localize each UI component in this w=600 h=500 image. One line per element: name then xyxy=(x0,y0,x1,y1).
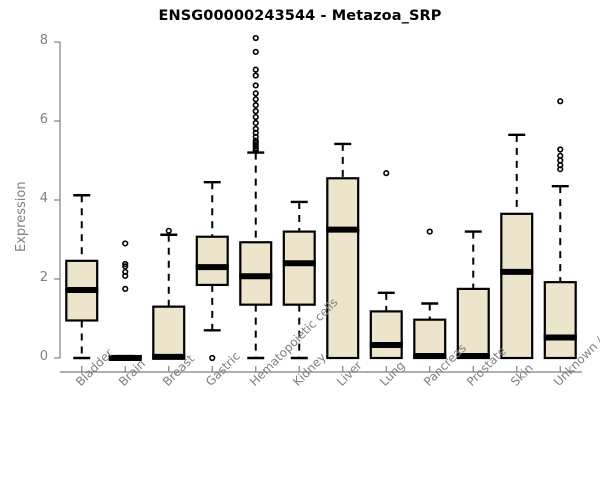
outlier-point xyxy=(252,119,259,127)
box-rect xyxy=(500,212,534,360)
outlier-point xyxy=(252,66,259,73)
outlier-point xyxy=(557,146,564,153)
outlier-point xyxy=(252,48,259,55)
box-rect xyxy=(369,310,403,360)
outlier-point xyxy=(557,157,564,164)
outlier-point xyxy=(252,72,259,79)
outlier-point xyxy=(252,102,259,109)
box-group xyxy=(282,200,316,360)
box-group xyxy=(239,34,273,360)
outlier-point xyxy=(122,260,129,268)
outlier-point xyxy=(557,98,564,105)
outlier-point xyxy=(252,96,259,103)
box-group xyxy=(413,228,447,360)
box-group xyxy=(195,181,229,362)
outlier-point xyxy=(383,170,390,177)
box-rect xyxy=(326,177,360,360)
outlier-point xyxy=(252,90,259,97)
outlier-point xyxy=(122,268,129,275)
y-tick-label: 8 xyxy=(39,33,48,48)
y-tick-label: 6 xyxy=(39,112,48,127)
outlier-point xyxy=(122,240,129,247)
y-tick-label: 2 xyxy=(39,270,48,285)
outlier-point xyxy=(209,354,216,362)
outlier-point xyxy=(557,162,564,169)
outlier-point xyxy=(252,82,259,89)
box-rect xyxy=(456,287,490,360)
box-rect xyxy=(152,305,186,360)
outlier-point xyxy=(165,227,172,234)
box-rect xyxy=(413,318,447,360)
outlier-point xyxy=(252,108,259,115)
box-group xyxy=(456,230,490,360)
y-tick-label: 4 xyxy=(39,191,48,206)
box-group xyxy=(543,98,577,360)
outlier-point xyxy=(122,285,129,292)
box-rect xyxy=(282,230,316,306)
y-tick-label: 0 xyxy=(39,349,48,364)
box-group xyxy=(108,240,142,361)
box-group xyxy=(369,170,403,360)
box-group xyxy=(500,133,534,360)
outlier-point xyxy=(122,263,129,270)
box-group xyxy=(65,194,99,360)
box-rect xyxy=(543,281,577,360)
box-rect xyxy=(195,235,229,287)
box-group xyxy=(326,142,360,360)
outlier-point xyxy=(252,125,259,132)
outlier-point xyxy=(252,34,259,42)
outlier-point xyxy=(426,228,433,235)
box-group xyxy=(152,227,186,360)
outlier-point xyxy=(252,113,259,121)
outlier-point xyxy=(557,152,564,159)
chart-title: ENSG00000243544 - Metazoa_SRP xyxy=(158,8,442,24)
